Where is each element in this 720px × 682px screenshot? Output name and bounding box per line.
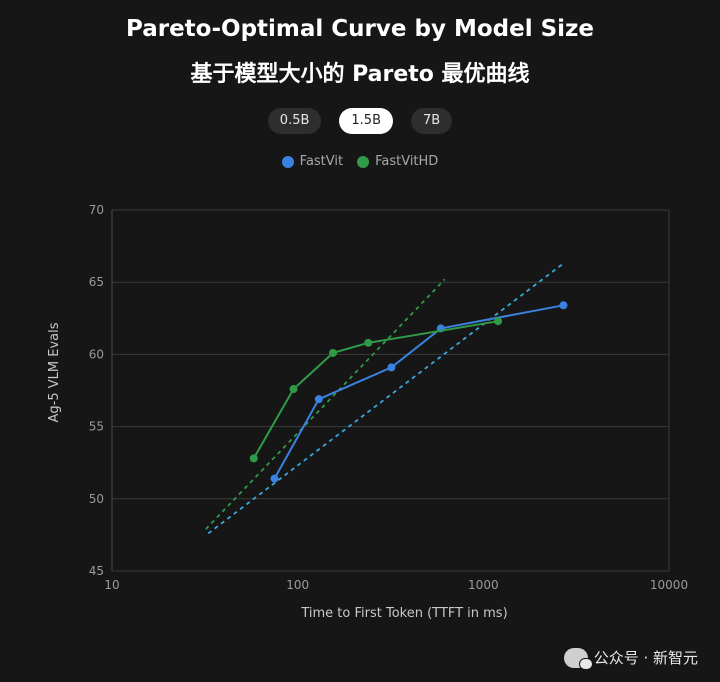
legend-item-fastvithd[interactable]: FastVitHD bbox=[357, 154, 438, 169]
tab-0-5b[interactable]: 0.5B bbox=[267, 108, 322, 134]
legend-label-fastvithd: FastVitHD bbox=[375, 154, 439, 169]
y-axis-label: Ag-5 VLM Evals bbox=[47, 322, 62, 422]
model-size-tabs: 0.5B 1.5B 7B bbox=[0, 108, 720, 134]
data-point-fastvit bbox=[314, 395, 323, 404]
x-axis-label: Time to First Token (TTFT in ms) bbox=[300, 606, 507, 621]
legend-item-fastvit[interactable]: FastVit bbox=[281, 154, 344, 169]
x-tick-label: 1000 bbox=[468, 578, 499, 592]
x-tick-label: 100 bbox=[286, 578, 309, 592]
x-tick-label: 10000 bbox=[650, 578, 688, 592]
chart-title: Pareto-Optimal Curve by Model Size bbox=[125, 16, 595, 42]
watermark-text: 公众号 · 新智元 bbox=[593, 649, 698, 667]
legend-marker-fastvithd bbox=[357, 155, 370, 168]
wechat-icon bbox=[563, 647, 593, 670]
legend-marker-fastvit bbox=[281, 155, 294, 168]
data-point-fastvithd bbox=[249, 454, 258, 463]
watermark: 公众号 · 新智元 bbox=[563, 647, 698, 670]
data-point-fastvit bbox=[387, 363, 396, 372]
trend-line-fastvithd bbox=[205, 278, 446, 530]
y-tick-label: 55 bbox=[89, 420, 104, 434]
chart-legend: FastVit FastVitHD bbox=[0, 154, 720, 169]
y-tick-label: 50 bbox=[89, 492, 104, 506]
chart-title-chinese: 基于模型大小的 Pareto 最优曲线 bbox=[190, 62, 530, 87]
data-point-fastvithd bbox=[494, 317, 503, 326]
y-tick-label: 45 bbox=[89, 564, 104, 578]
data-point-fastvit bbox=[559, 301, 568, 310]
y-tick-label: 65 bbox=[89, 275, 104, 289]
x-tick-label: 10 bbox=[104, 578, 119, 592]
data-point-fastvithd bbox=[289, 385, 298, 394]
series-line-fastvit bbox=[273, 304, 564, 480]
trend-line-fastvit bbox=[207, 262, 564, 535]
tab-7b[interactable]: 7B bbox=[410, 108, 453, 134]
y-tick-label: 70 bbox=[89, 203, 104, 217]
tab-1-5b[interactable]: 1.5B bbox=[339, 108, 393, 134]
data-point-fastvithd bbox=[329, 348, 338, 357]
data-point-fastvithd bbox=[364, 338, 373, 347]
legend-label-fastvit: FastVit bbox=[299, 154, 344, 169]
y-tick-label: 60 bbox=[89, 347, 104, 361]
data-point-fastvit bbox=[270, 474, 279, 483]
